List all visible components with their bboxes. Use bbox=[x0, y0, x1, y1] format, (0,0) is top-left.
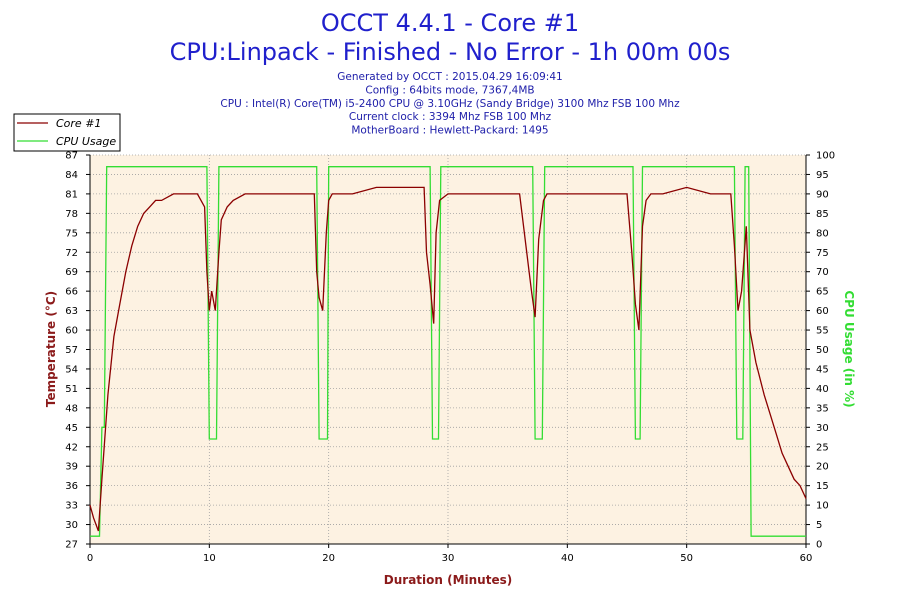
info-line: CPU : Intel(R) Core(TM) i5-2400 CPU @ 3.… bbox=[220, 98, 680, 110]
right-tick-label: 30 bbox=[816, 423, 829, 434]
left-tick-label: 72 bbox=[65, 248, 78, 259]
right-tick-label: 90 bbox=[816, 189, 829, 200]
right-tick-label: 25 bbox=[816, 442, 829, 453]
left-tick-label: 51 bbox=[65, 384, 78, 395]
info-line: Config : 64bits mode, 7367,4MB bbox=[365, 84, 534, 96]
left-tick-label: 57 bbox=[65, 345, 78, 356]
legend-box bbox=[13, 113, 121, 152]
left-tick-label: 54 bbox=[65, 364, 78, 375]
right-tick-label: 35 bbox=[816, 403, 829, 414]
left-tick-label: 84 bbox=[65, 170, 78, 181]
legend-label-cpu-usage: CPU Usage bbox=[56, 135, 116, 148]
left-tick-label: 45 bbox=[65, 423, 78, 434]
left-tick-label: 36 bbox=[65, 481, 78, 492]
left-tick-label: 39 bbox=[65, 462, 78, 473]
x-tick-label: 20 bbox=[322, 553, 335, 564]
chart-subtitle: CPU:Linpack - Finished - No Error - 1h 0… bbox=[170, 38, 731, 66]
right-tick-label: 100 bbox=[816, 151, 835, 162]
legend: Core #1 CPU Usage bbox=[13, 113, 121, 152]
left-tick-label: 75 bbox=[65, 228, 78, 239]
right-tick-label: 85 bbox=[816, 209, 829, 220]
x-axis-ticks: 0 10 20 30 40 50 60 bbox=[87, 544, 813, 564]
x-tick-label: 50 bbox=[680, 553, 693, 564]
right-axis-ticks: 0 5 10 15 20 25 30 35 40 45 50 55 60 65 70 75 80 85 90 95 10… bbox=[806, 151, 835, 551]
info-line: MotherBoard : Hewlett-Packard: 1495 bbox=[351, 125, 548, 137]
core1-temperature-series-line bbox=[89, 186, 807, 532]
right-tick-label: 50 bbox=[816, 345, 829, 356]
generation-info: Generated by OCCT : 2015.04.29 16:09:41C… bbox=[220, 71, 680, 137]
x-tick-label: 40 bbox=[561, 553, 574, 564]
right-tick-label: 95 bbox=[816, 170, 829, 181]
right-tick-label: 0 bbox=[816, 540, 822, 551]
chart-title: OCCT 4.4.1 - Core #1 bbox=[321, 9, 579, 37]
left-tick-label: 69 bbox=[65, 267, 78, 278]
left-tick-label: 27 bbox=[65, 540, 78, 551]
left-axis-ticks: 27 30 33 36 39 42 45 48 51 54 57 60 63 66 69 72 75 78 81 84… bbox=[65, 151, 90, 551]
right-tick-label: 75 bbox=[816, 248, 829, 259]
left-tick-label: 30 bbox=[65, 520, 78, 531]
cpu-usage-series-line bbox=[90, 166, 806, 537]
info-line: Generated by OCCT : 2015.04.29 16:09:41 bbox=[337, 71, 562, 83]
right-tick-label: 10 bbox=[816, 501, 829, 512]
x-tick-label: 60 bbox=[800, 553, 813, 564]
x-tick-label: 0 bbox=[87, 553, 93, 564]
x-tick-label: 30 bbox=[442, 553, 455, 564]
left-tick-label: 63 bbox=[65, 306, 78, 317]
left-tick-label: 48 bbox=[65, 403, 78, 414]
right-tick-label: 45 bbox=[816, 364, 829, 375]
right-tick-label: 15 bbox=[816, 481, 829, 492]
right-tick-label: 5 bbox=[816, 520, 822, 531]
left-tick-label: 66 bbox=[65, 287, 78, 298]
right-tick-label: 80 bbox=[816, 228, 829, 239]
left-tick-label: 87 bbox=[65, 151, 78, 162]
x-axis-label: Duration (Minutes) bbox=[384, 573, 512, 587]
info-line: Current clock : 3394 Mhz FSB 100 Mhz bbox=[349, 111, 552, 123]
x-tick-label: 10 bbox=[203, 553, 216, 564]
right-tick-label: 65 bbox=[816, 287, 829, 298]
right-tick-label: 55 bbox=[816, 326, 829, 337]
left-tick-label: 33 bbox=[65, 501, 78, 512]
left-axis-label: Temperature (°C) bbox=[44, 291, 58, 407]
right-tick-label: 20 bbox=[816, 462, 829, 473]
left-tick-label: 60 bbox=[65, 326, 78, 337]
left-tick-label: 81 bbox=[65, 189, 78, 200]
left-tick-label: 42 bbox=[65, 442, 78, 453]
right-tick-label: 70 bbox=[816, 267, 829, 278]
legend-label-core1: Core #1 bbox=[56, 117, 101, 130]
left-tick-label: 78 bbox=[65, 209, 78, 220]
right-tick-label: 60 bbox=[816, 306, 829, 317]
right-axis-label: CPU Usage (in %) bbox=[842, 290, 856, 407]
right-tick-label: 40 bbox=[816, 384, 829, 395]
